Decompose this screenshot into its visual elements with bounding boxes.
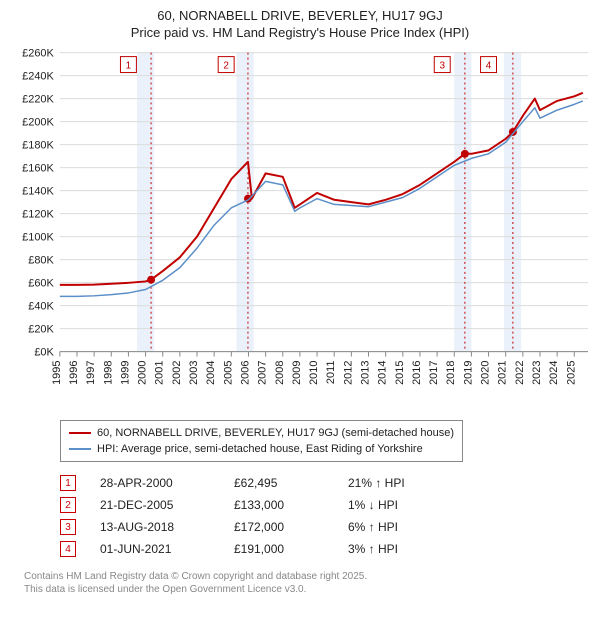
transaction-table: 1 28-APR-2000 £62,495 21% ↑ HPI 2 21-DEC-2005… bbox=[60, 472, 588, 560]
svg-text:1: 1 bbox=[126, 61, 132, 72]
footer-attribution: Contains HM Land Registry data © Crown c… bbox=[24, 570, 588, 596]
svg-text:4: 4 bbox=[486, 61, 492, 72]
transaction-row: 3 13-AUG-2018 £172,000 6% ↑ HPI bbox=[60, 516, 588, 538]
svg-text:2021: 2021 bbox=[497, 361, 509, 385]
svg-text:£120K: £120K bbox=[22, 209, 54, 221]
legend-swatch bbox=[69, 432, 91, 434]
transaction-diff: 3% ↑ HPI bbox=[348, 542, 448, 556]
legend-item: HPI: Average price, semi-detached house,… bbox=[69, 441, 454, 457]
svg-text:2004: 2004 bbox=[205, 361, 217, 385]
svg-text:£0K: £0K bbox=[34, 347, 54, 359]
transaction-price: £172,000 bbox=[234, 520, 324, 534]
svg-text:2008: 2008 bbox=[274, 361, 286, 385]
svg-text:£80K: £80K bbox=[28, 255, 54, 267]
svg-text:1995: 1995 bbox=[51, 361, 63, 385]
svg-text:1998: 1998 bbox=[102, 361, 114, 385]
transaction-row: 1 28-APR-2000 £62,495 21% ↑ HPI bbox=[60, 472, 588, 494]
transaction-row: 4 01-JUN-2021 £191,000 3% ↑ HPI bbox=[60, 538, 588, 560]
transaction-date: 28-APR-2000 bbox=[100, 476, 210, 490]
transaction-price: £133,000 bbox=[234, 498, 324, 512]
transaction-diff: 6% ↑ HPI bbox=[348, 520, 448, 534]
svg-text:2009: 2009 bbox=[291, 361, 303, 385]
svg-text:£220K: £220K bbox=[22, 94, 54, 106]
svg-text:1997: 1997 bbox=[85, 361, 97, 385]
transaction-badge: 2 bbox=[60, 497, 76, 513]
svg-text:2019: 2019 bbox=[462, 361, 474, 385]
transaction-badge: 1 bbox=[60, 475, 76, 491]
footer-line-2: This data is licensed under the Open Gov… bbox=[24, 583, 588, 596]
svg-text:£140K: £140K bbox=[22, 186, 54, 198]
svg-text:£20K: £20K bbox=[28, 324, 54, 336]
chart-area: £0K £20K £40K £60K £80K £100K £120K £140K £160K £… bbox=[12, 46, 588, 414]
transaction-diff: 21% ↑ HPI bbox=[348, 476, 448, 490]
title-block: 60, NORNABELL DRIVE, BEVERLEY, HU17 9GJ … bbox=[12, 8, 588, 40]
svg-text:2015: 2015 bbox=[394, 361, 406, 385]
legend: 60, NORNABELL DRIVE, BEVERLEY, HU17 9GJ … bbox=[60, 420, 463, 462]
svg-text:2007: 2007 bbox=[257, 361, 269, 385]
svg-text:£260K: £260K bbox=[22, 48, 54, 60]
svg-text:2011: 2011 bbox=[325, 361, 337, 385]
svg-text:2003: 2003 bbox=[188, 361, 200, 385]
legend-label: HPI: Average price, semi-detached house,… bbox=[97, 443, 423, 455]
svg-text:2023: 2023 bbox=[531, 361, 543, 385]
svg-text:1996: 1996 bbox=[68, 361, 80, 385]
svg-text:2012: 2012 bbox=[342, 361, 354, 385]
svg-text:2001: 2001 bbox=[154, 361, 166, 385]
svg-text:2002: 2002 bbox=[171, 361, 183, 385]
svg-text:2020: 2020 bbox=[480, 361, 492, 385]
svg-text:£100K: £100K bbox=[22, 232, 54, 244]
svg-text:3: 3 bbox=[439, 61, 445, 72]
svg-text:2006: 2006 bbox=[239, 361, 251, 385]
transaction-badge: 3 bbox=[60, 519, 76, 535]
transaction-price: £191,000 bbox=[234, 542, 324, 556]
svg-text:2: 2 bbox=[223, 61, 229, 72]
transaction-badge: 4 bbox=[60, 541, 76, 557]
svg-text:2016: 2016 bbox=[411, 361, 423, 385]
svg-text:£240K: £240K bbox=[22, 71, 54, 83]
svg-text:2025: 2025 bbox=[565, 361, 577, 385]
svg-text:1999: 1999 bbox=[119, 361, 131, 385]
legend-label: 60, NORNABELL DRIVE, BEVERLEY, HU17 9GJ … bbox=[97, 427, 454, 439]
transaction-date: 01-JUN-2021 bbox=[100, 542, 210, 556]
transaction-date: 13-AUG-2018 bbox=[100, 520, 210, 534]
svg-text:£180K: £180K bbox=[22, 140, 54, 152]
svg-text:£40K: £40K bbox=[28, 301, 54, 313]
svg-text:2024: 2024 bbox=[548, 361, 560, 385]
svg-text:2017: 2017 bbox=[428, 361, 440, 385]
transaction-row: 2 21-DEC-2005 £133,000 1% ↓ HPI bbox=[60, 494, 588, 516]
svg-text:2022: 2022 bbox=[514, 361, 526, 385]
svg-text:2018: 2018 bbox=[445, 361, 457, 385]
transaction-diff: 1% ↓ HPI bbox=[348, 498, 448, 512]
svg-text:2005: 2005 bbox=[222, 361, 234, 385]
footer-line-1: Contains HM Land Registry data © Crown c… bbox=[24, 570, 588, 583]
svg-text:£160K: £160K bbox=[22, 163, 54, 175]
chart-svg: £0K £20K £40K £60K £80K £100K £120K £140K £160K £… bbox=[12, 46, 588, 414]
legend-swatch bbox=[69, 448, 91, 450]
transaction-price: £62,495 bbox=[234, 476, 324, 490]
title-line-1: 60, NORNABELL DRIVE, BEVERLEY, HU17 9GJ bbox=[12, 8, 588, 23]
svg-text:2014: 2014 bbox=[377, 361, 389, 385]
svg-text:2000: 2000 bbox=[137, 361, 149, 385]
legend-item: 60, NORNABELL DRIVE, BEVERLEY, HU17 9GJ … bbox=[69, 425, 454, 441]
transaction-date: 21-DEC-2005 bbox=[100, 498, 210, 512]
svg-text:2010: 2010 bbox=[308, 361, 320, 385]
svg-text:2013: 2013 bbox=[360, 361, 372, 385]
svg-text:£200K: £200K bbox=[22, 117, 54, 129]
title-line-2: Price paid vs. HM Land Registry's House … bbox=[12, 25, 588, 40]
svg-text:£60K: £60K bbox=[28, 278, 54, 290]
chart-container: 60, NORNABELL DRIVE, BEVERLEY, HU17 9GJ … bbox=[0, 0, 600, 620]
